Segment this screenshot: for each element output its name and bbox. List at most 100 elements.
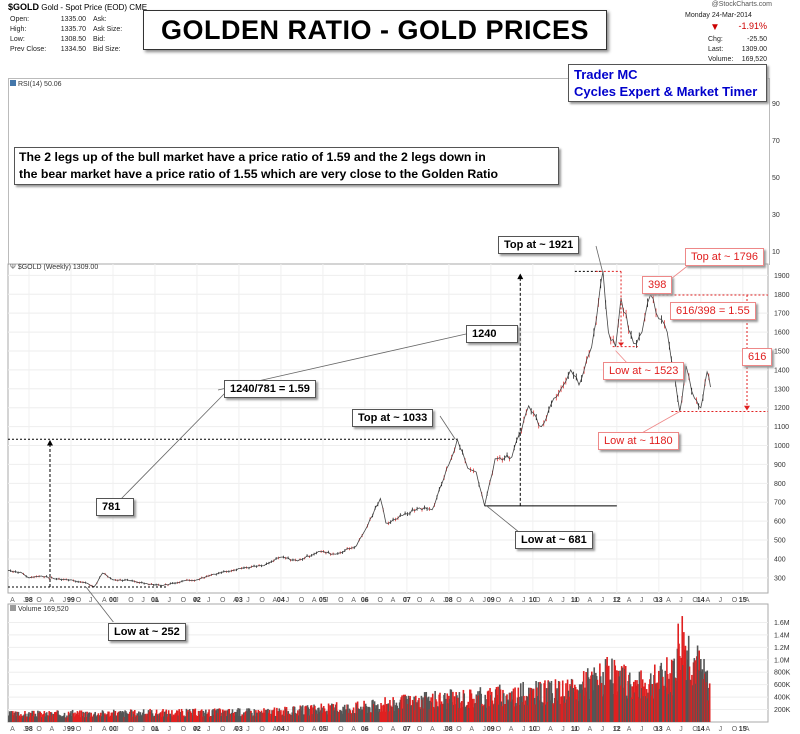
volume-bar [627, 681, 629, 722]
volume-bar [33, 716, 36, 722]
volume-bar [317, 707, 319, 722]
volume-bar [591, 671, 593, 722]
volume-bar [240, 716, 243, 722]
month-tick-label-volume: O [574, 726, 580, 733]
volume-bar [142, 709, 145, 722]
volume-bar [519, 696, 521, 722]
volume-bar [594, 679, 596, 722]
volume-bar [234, 711, 237, 722]
volume-bar [669, 673, 671, 722]
volume-bar [453, 696, 456, 722]
volume-bar [309, 708, 311, 722]
year-tick-label-volume: 98 [25, 726, 33, 733]
volume-bar [654, 683, 657, 722]
volume-bar [146, 713, 149, 722]
last-value: 1309.00 [741, 46, 767, 53]
volume-bar [269, 716, 272, 722]
volume-bar [28, 717, 31, 722]
month-tick-label-volume: O [732, 726, 738, 733]
volume-bar [585, 672, 587, 722]
volume-bar [448, 695, 450, 722]
volume-bar [125, 711, 127, 722]
volume-bar [282, 710, 285, 722]
volume-bar [371, 700, 373, 722]
volume-bar [683, 632, 685, 722]
volume-bar [636, 680, 638, 722]
month-tick-label-volume: A [587, 726, 592, 733]
volume-bar [704, 673, 706, 722]
volume-bar [595, 676, 598, 722]
volume-bar [446, 693, 449, 722]
volume-bar [350, 713, 352, 722]
volume-bar [252, 715, 255, 722]
month-tick-label: O [496, 597, 502, 604]
volume-bar [377, 704, 379, 722]
volume-bar [696, 645, 699, 722]
volume-bar [384, 697, 386, 722]
volume-bar [247, 708, 250, 722]
volume-bar [510, 701, 512, 722]
year-tick-label-volume: 06 [361, 726, 369, 733]
volume-bar [275, 715, 277, 722]
volume-bar [200, 710, 202, 722]
volume-bar [225, 710, 227, 722]
volume-bar [177, 715, 180, 722]
volume-bar [508, 692, 511, 722]
volume-bar [255, 712, 258, 722]
volume-bar [40, 712, 42, 722]
volume-bar [220, 716, 222, 722]
volume-bar [146, 715, 148, 722]
month-tick-label: A [627, 597, 632, 604]
volume-bar [173, 715, 176, 722]
volume-bar [64, 717, 67, 722]
volume-bar [584, 687, 587, 722]
volume-bar [569, 684, 571, 722]
volume-bar [623, 664, 625, 722]
volume-bar [250, 710, 252, 722]
price-tick-label: 1500 [774, 348, 790, 355]
volume-bar [155, 709, 158, 722]
volume-bar [520, 696, 523, 722]
volume-bar [563, 696, 566, 722]
month-tick-label: J [719, 597, 723, 604]
month-tick-label-volume: O [36, 726, 42, 733]
callout-398: 398 [642, 276, 673, 294]
year-tick-label: 99 [67, 597, 75, 604]
volume-bar [126, 714, 129, 722]
volume-bar [113, 713, 116, 722]
volume-bar [166, 713, 168, 722]
volume-tick-label: 600K [774, 682, 791, 689]
volume-bar [49, 715, 51, 722]
volume-bar [697, 669, 700, 722]
volume-bar [695, 656, 698, 722]
volume-bar [497, 686, 499, 722]
volume-bar [372, 703, 375, 722]
volume-bar [657, 689, 659, 722]
volume-bar [314, 709, 317, 722]
price-tick-label: 400 [774, 556, 786, 563]
volume-bar [131, 716, 134, 722]
symbol-line: $GOLD Gold - Spot Price (EOD) CME [8, 2, 147, 12]
volume-bar [427, 699, 429, 722]
volume-bar [37, 710, 39, 722]
volume-bar [600, 682, 603, 722]
volume-bar [659, 665, 662, 722]
volume-bar [645, 696, 647, 722]
volume-bar [502, 693, 505, 722]
volume-bar [536, 695, 539, 722]
source-label: @StockCharts.com [711, 1, 772, 8]
month-tick-label-volume: J [325, 726, 329, 733]
volume-bar [313, 704, 315, 722]
price-tick-label: 600 [774, 519, 786, 526]
volume-bar [528, 687, 530, 722]
month-tick-label-volume: O [128, 726, 134, 733]
quote-right-labels: Chg: Last: Volume: [708, 35, 733, 65]
volume-bar [217, 713, 219, 722]
volume-bar [646, 698, 649, 722]
volume-bar [74, 712, 76, 722]
volume-bar [546, 701, 549, 722]
month-tick-label: O [535, 597, 541, 604]
year-tick-label: 15 [739, 597, 747, 604]
volume-bar [302, 714, 305, 722]
volume-bar [544, 680, 546, 722]
